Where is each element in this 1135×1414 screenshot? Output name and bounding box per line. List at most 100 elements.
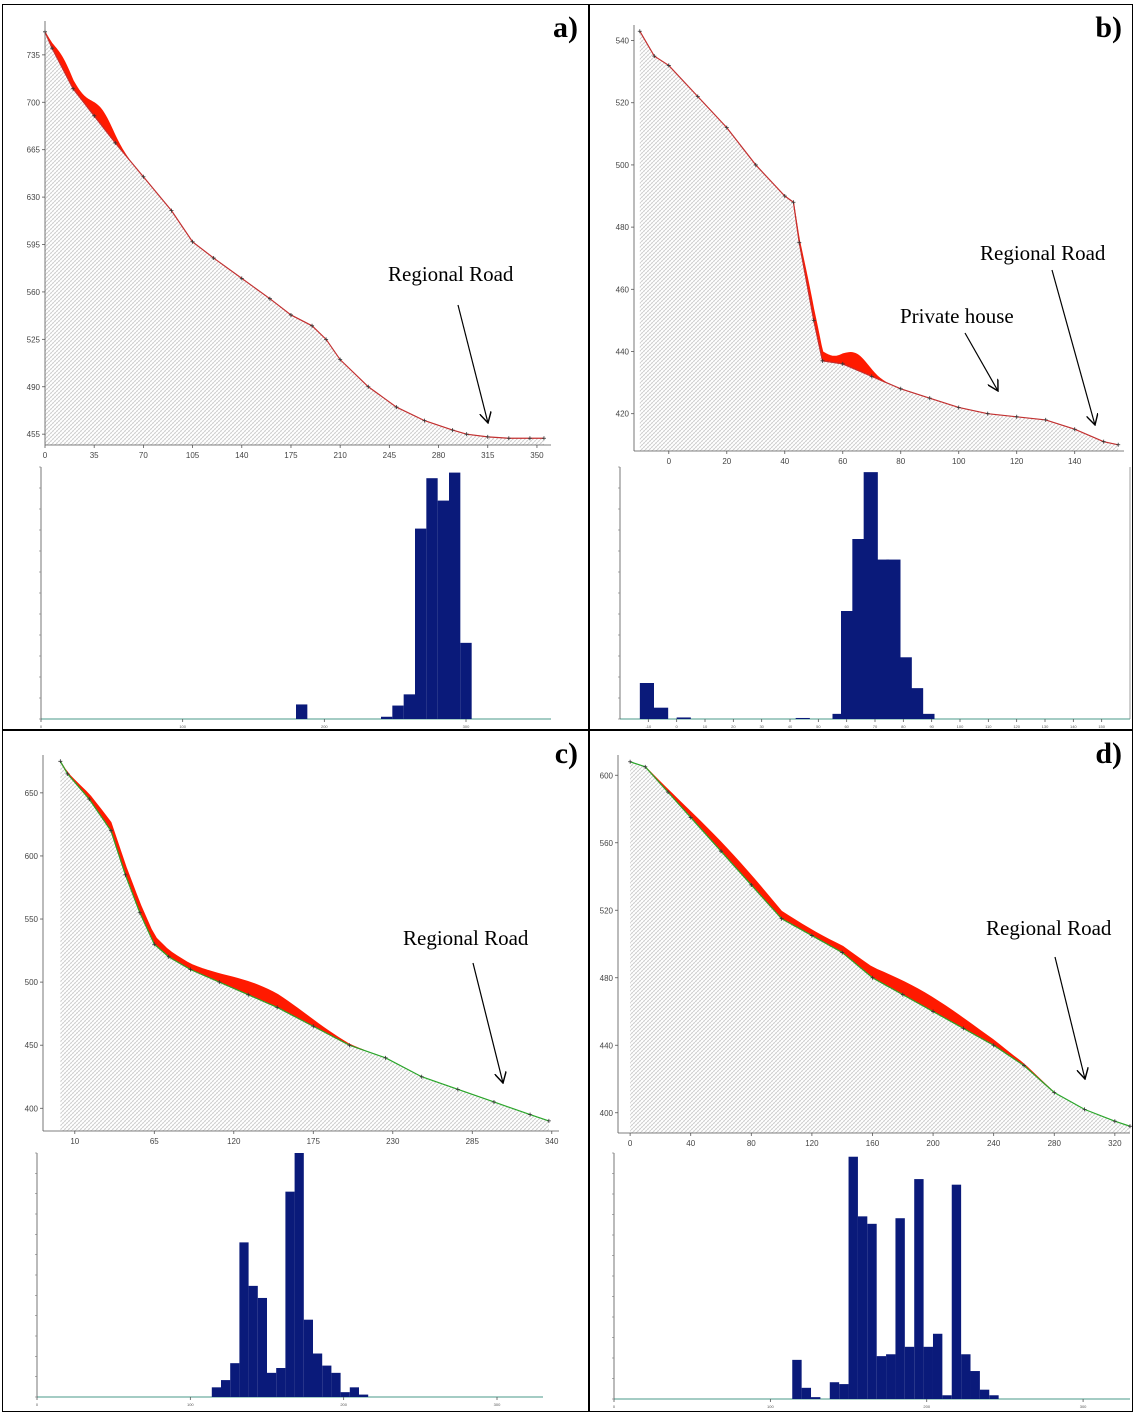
x-tick-label: 210 (333, 451, 347, 460)
histogram-x-tick-label: 120 (1013, 724, 1020, 729)
histogram-bar (437, 500, 449, 719)
y-tick-label: 525 (27, 335, 41, 344)
profile-point (92, 113, 97, 118)
profile-point (991, 1043, 996, 1048)
arrow-icon (457, 304, 488, 423)
x-tick-label: 120 (227, 1137, 241, 1146)
histogram-bar (426, 478, 438, 719)
profile-point (137, 910, 142, 915)
profile-point (217, 980, 222, 985)
profile-point (665, 790, 670, 795)
profile-point (347, 1043, 352, 1048)
y-tick-label: 400 (25, 1104, 39, 1113)
profile-point (797, 240, 802, 245)
x-tick-label: 0 (667, 457, 672, 466)
histogram-bar (792, 1359, 802, 1399)
y-tick-label: 500 (616, 161, 630, 170)
ground-line (59, 761, 550, 1122)
y-tick-label: 540 (616, 37, 630, 46)
profile-point (870, 975, 875, 980)
profile-point (791, 200, 796, 205)
x-tick-label: 320 (1108, 1139, 1122, 1148)
profile-point (898, 386, 903, 391)
y-tick-label: 650 (25, 789, 39, 798)
profile-point (546, 1118, 551, 1123)
y-tick-label: 550 (25, 915, 39, 924)
histogram-bar (303, 1319, 313, 1397)
profile-point (58, 759, 63, 764)
profile-point (1014, 414, 1019, 419)
profile-point (1072, 427, 1077, 432)
histogram-x-tick-label: 100 (767, 1404, 774, 1409)
profile-point (166, 954, 171, 959)
histogram-x-tick-label: 90 (929, 724, 934, 729)
profile-point (811, 318, 816, 323)
histogram-bar (886, 559, 901, 719)
histogram-bar (801, 1387, 812, 1399)
histogram-bar (923, 1346, 933, 1399)
ground-area (639, 31, 1119, 451)
chart-b: 0 20 40 60 80 100 120 140420440460480500520540R… (616, 25, 1131, 729)
y-tick-label: 400 (600, 1109, 614, 1118)
x-tick-label: 230 (386, 1137, 400, 1146)
annotation-regional-road: Regional Road (403, 926, 529, 950)
histogram-bar (867, 1223, 877, 1399)
profile-point (50, 46, 55, 51)
y-tick-label: 735 (27, 51, 41, 60)
histogram-bar (886, 1354, 896, 1399)
histogram-bar (841, 611, 856, 719)
panel-d: 0 40 80 120 160 200 240 280 320 400 440 480 520 560 60… (589, 730, 1133, 1412)
profile-point (628, 759, 633, 764)
histogram-bar (257, 1297, 267, 1397)
histogram-bar (875, 559, 890, 719)
histogram-x-tick-label: 100 (957, 724, 964, 729)
histogram-bar (852, 539, 867, 719)
histogram-x-tick-label: 70 (873, 724, 878, 729)
profile-point (455, 1087, 460, 1092)
histogram-x-tick-label: 100 (187, 1402, 194, 1407)
profile-point (1043, 417, 1048, 422)
profile-point (246, 992, 251, 997)
y-tick-label: 700 (27, 98, 41, 107)
y-tick-label: 450 (25, 1041, 39, 1050)
histogram-bar (322, 1365, 332, 1397)
profile-point (528, 1112, 533, 1117)
profile-point (311, 1024, 316, 1029)
profile-point (239, 276, 244, 281)
profile-point (188, 967, 193, 972)
histogram-bar (639, 683, 654, 719)
profile-point (1082, 1107, 1087, 1112)
ground-area (60, 761, 549, 1131)
x-tick-label: 80 (896, 457, 905, 466)
histogram-bar (313, 1353, 323, 1397)
histogram-x-tick-label: 100 (179, 724, 186, 729)
x-tick-label: 70 (139, 451, 148, 460)
histogram-x-tick-label: 150 (1098, 724, 1105, 729)
histogram-x-tick-label: 110 (985, 724, 992, 729)
panel-a: 0 35 70 105 140 175 210 245 280 315 350 455 490 525 56… (2, 4, 589, 730)
profile-point (840, 950, 845, 955)
profile-point (267, 296, 272, 301)
profile-point (65, 771, 70, 776)
profile-point (288, 312, 293, 317)
x-tick-label: 100 (952, 457, 966, 466)
x-tick-label: 65 (150, 1137, 159, 1146)
profile-point (383, 1055, 388, 1060)
histogram-bar (221, 1380, 231, 1397)
profile-point (275, 1005, 280, 1010)
histogram-x-tick-label: 300 (1080, 1404, 1087, 1409)
histogram-bar (942, 1395, 952, 1399)
y-tick-label: 595 (27, 241, 41, 250)
profile-point (1101, 439, 1106, 444)
x-tick-label: 40 (686, 1139, 695, 1148)
x-tick-label: 240 (987, 1139, 1001, 1148)
profile-point (643, 764, 648, 769)
histogram-x-tick-label: 0 (613, 1404, 616, 1409)
histogram-bar (415, 528, 427, 719)
profile-point (211, 256, 216, 261)
histogram-bar (676, 717, 691, 719)
histogram-x-tick-label: 60 (844, 724, 849, 729)
x-tick-label: 175 (307, 1137, 321, 1146)
histogram-bar (989, 1395, 999, 1399)
profile-point (169, 208, 174, 213)
